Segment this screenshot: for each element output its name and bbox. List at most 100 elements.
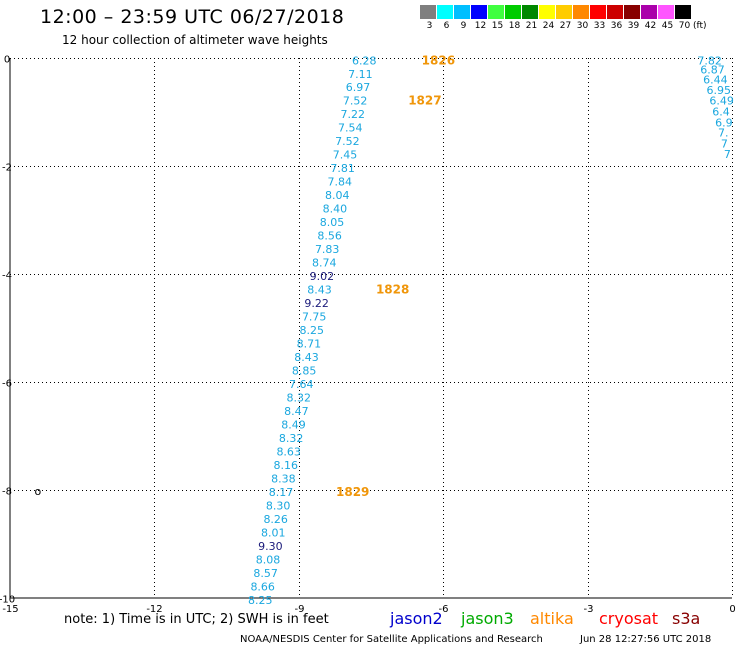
swh-value: 8.85 [292, 365, 317, 378]
legend-swatch [658, 5, 675, 19]
lon-tick-label: -9 [295, 604, 305, 615]
swh-value: 7.75 [302, 311, 327, 324]
legend-swatch [522, 5, 539, 19]
swh-value-east: 7 [724, 148, 731, 161]
swh-value: 7.81 [330, 162, 355, 175]
lat-tick-label: -2 [2, 163, 12, 174]
swh-value: 7.52 [343, 95, 368, 108]
swh-value-east: 6.9 [715, 116, 733, 129]
lon-tick-label: -12 [146, 604, 162, 615]
legend-swatch [420, 5, 437, 19]
swh-value: 8.57 [253, 567, 278, 580]
swh-value: 8.63 [276, 446, 301, 459]
swh-value-east: 6.4 [712, 105, 730, 118]
lat-tick-label: -4 [2, 271, 12, 282]
swh-value-east: 6.49 [709, 95, 734, 108]
legend-swatch [641, 5, 658, 19]
pass-time-label: 1827 [408, 94, 441, 108]
swh-value-east: 6.95 [706, 84, 731, 97]
swh-value: 8.43 [294, 351, 319, 364]
swh-value: 8.66 [250, 581, 275, 594]
legend-label: 21 [525, 21, 538, 31]
legend-label: 15 [491, 21, 504, 31]
legend-swatch [471, 5, 488, 19]
swh-value: 7.45 [333, 149, 358, 162]
page-subtitle: 12 hour collection of altimeter wave hei… [62, 33, 328, 47]
swh-value: 8.17 [269, 486, 294, 499]
swh-value: 7.84 [327, 176, 352, 189]
lon-tick-label: -6 [439, 604, 449, 615]
swh-value-east: 7. [718, 127, 729, 140]
swh-value: 8.32 [287, 392, 312, 405]
lat-tick-label: -10 [0, 595, 15, 606]
swh-value: 7.11 [348, 68, 373, 81]
legend-swatch [573, 5, 590, 19]
swh-value: 8.25 [248, 594, 273, 607]
swh-value: 9.02 [310, 270, 335, 283]
swh-value: 8.32 [279, 432, 304, 445]
swh-value: 8.08 [256, 554, 281, 567]
legend-swatch [437, 5, 454, 19]
swh-value: 8.74 [312, 257, 337, 270]
swh-value-east: 7.82 [697, 55, 722, 68]
page-title: 12:00 – 23:59 UTC 06/27/2018 [40, 6, 345, 28]
swh-value: 7.83 [315, 243, 340, 256]
legend-swatch [624, 5, 641, 19]
swh-value: 8.71 [297, 338, 322, 351]
swh-value: 8.05 [320, 216, 345, 229]
swh-value: 6.97 [346, 81, 371, 94]
satellite-jason3: jason3 [461, 609, 514, 628]
generated-timestamp: Jun 28 12:27:56 UTC 2018 [580, 634, 712, 645]
swh-value: 7.54 [338, 122, 363, 135]
legend-label: 24 [542, 21, 555, 31]
swh-value: 8.43 [307, 284, 332, 297]
satellite-cryosat: cryosat [599, 609, 659, 628]
swh-value: 8.56 [317, 230, 342, 243]
lon-tick-label: -3 [584, 604, 594, 615]
legend-label: 39 [627, 21, 640, 31]
legend-label: 45 [661, 21, 674, 31]
legend-label: 70 [678, 21, 691, 31]
satellite-s3a: s3a [672, 609, 701, 628]
swh-value-east: 6.87 [700, 63, 725, 76]
legend-label: 42 [644, 21, 657, 31]
swh-value-east: 7 [721, 137, 728, 150]
legend-swatch [675, 5, 692, 19]
swh-value: 8.40 [323, 203, 348, 216]
swh-value: 7.52 [335, 135, 360, 148]
swh-value: 8.38 [271, 473, 296, 486]
legend-label: 36 [610, 21, 623, 31]
pass-time-label: 1828 [376, 283, 409, 297]
swh-value: 6.28 [352, 55, 377, 68]
legend-swatch [590, 5, 607, 19]
legend-swatch [488, 5, 505, 19]
legend-swatch [556, 5, 573, 19]
legend-swatch [539, 5, 556, 19]
legend-swatch [607, 5, 624, 19]
legend-label: 27 [559, 21, 572, 31]
lat-tick-label: 0 [4, 55, 10, 66]
lat-tick-label: -6 [2, 379, 12, 390]
legend-swatch [505, 5, 522, 19]
pass-time-label: 1829 [336, 485, 369, 499]
legend-label: 6 [443, 21, 450, 31]
lon-tick-label: -15 [2, 604, 18, 615]
swh-value-east: 6.44 [703, 74, 728, 87]
lon-tick-label: 0 [729, 604, 735, 615]
swh-value: 7.22 [340, 108, 365, 121]
swh-value: 8.47 [284, 405, 309, 418]
legend-swatch [454, 5, 471, 19]
units-note: note: 1) Time is in UTC; 2) SWH is in fe… [64, 612, 329, 627]
lat-tick-label: -8 [2, 487, 12, 498]
swh-value: 8.01 [261, 527, 286, 540]
legend-label: 30 [576, 21, 589, 31]
coast-fragment: ο [35, 485, 42, 498]
swh-value: 8.49 [281, 419, 306, 432]
satellite-jason2: jason2 [390, 609, 443, 628]
pass-time-label: 1826 [422, 54, 455, 68]
swh-value: 8.04 [325, 189, 350, 202]
swh-value: 7.64 [289, 378, 314, 391]
legend-label: 3 [426, 21, 433, 31]
swh-value: 8.25 [300, 324, 325, 337]
